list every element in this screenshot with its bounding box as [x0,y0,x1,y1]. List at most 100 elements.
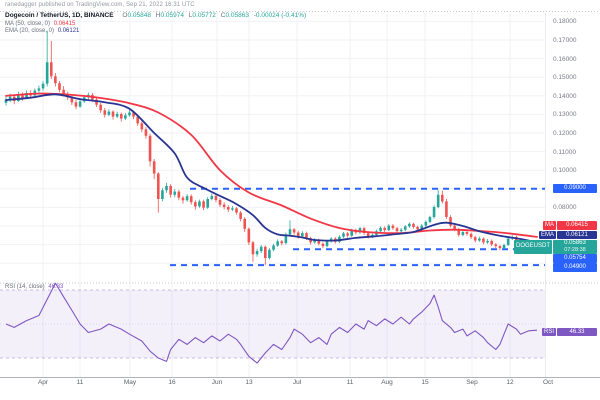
candle-body [346,233,349,236]
candle-body [436,194,440,208]
open-value: 0.05848 [127,12,151,19]
candle-body [482,238,485,243]
time-tick-label: 11 [346,379,354,386]
candle-body [78,101,82,107]
candle-body [41,83,45,89]
candle-body [313,240,316,243]
time-tick-label: Jun [211,379,223,386]
price-tick-label: 0.17000 [553,37,577,44]
ma-indicator-label: MA (50, close, 0) [5,20,51,27]
candle-body [70,97,74,103]
candle-body [119,114,123,119]
candle-body [198,201,201,207]
candle-body [206,199,209,208]
candle-body [506,238,510,245]
rsi-axis-badge: RSI 46.33 [541,327,597,336]
candle-body [445,201,448,217]
candle-body [165,186,168,191]
rsi-indicator-row: RSI (14, close) 46.33 [5,284,63,290]
candle-body [379,227,382,232]
ma-badge-label: MA [543,221,556,230]
resistance-level-badge: 0.09000 [553,184,597,193]
rsi-badge-label: RSI [541,327,556,336]
candle-body [103,110,107,115]
time-axis-scale[interactable]: Apr 11 May 16 Jun 13 Jul 11 Aug 15 Sep 12 Oct [0,379,600,393]
candle-body [62,89,65,94]
rsi-badge-value: 46.33 [557,327,597,336]
candle-body [416,226,419,230]
candle-body [317,240,321,244]
candle-body [284,234,288,244]
candle-body [243,218,247,229]
candle-body [21,94,24,98]
candle-body [486,240,489,243]
candle-body [288,229,292,235]
candle-body [4,99,8,103]
rsi-axis-scale[interactable]: 70.0060.0050.0030.0020.00 [546,0,600,400]
candle-body [453,225,456,230]
high-value: 0.05974 [160,12,184,19]
candle-body [325,241,329,247]
last-price-axis-badge: DOGEUSDT 0.05863 07:28:38 [513,240,597,254]
ma-indicator-row: MA (50, close, 0) 0.06415 [5,21,75,27]
ema-indicator-row: EMA (20, close, 0) 0.06121 [5,28,79,34]
candle-body [222,204,226,207]
candle-body [231,208,234,210]
price-tick-label: 0.12000 [553,130,577,137]
candle-body [264,246,267,258]
candle-body [473,237,477,241]
time-tick-label: 12 [506,379,514,386]
high-label: H [155,12,161,19]
ema-indicator-value: 0.06121 [57,28,80,34]
candle-body [498,246,502,249]
change-value: -0.00024 (-0.41%) [253,12,307,19]
candle-body [140,123,144,130]
ema-axis-badge: EMA 0.06121 [538,230,597,239]
candle-body [515,237,518,243]
symbol-badge-label: DOGEUSDT [513,240,552,254]
candles-layer [4,30,539,266]
candle-body [45,62,49,84]
price-axis-scale[interactable]: 0.18000 0.17000 0.16000 0.15000 0.14000 0.130… [546,12,600,378]
candle-body [255,251,259,255]
candle-body [239,212,242,219]
candle-body [148,135,152,162]
symbol-info-row: Dogecoin / TetherUS, 1D, BINANCE O0.0584… [5,12,306,19]
ma-badge-value: 0.06415 [557,221,597,230]
candle-body [251,242,255,255]
candle-body [412,223,415,227]
low-label: L [188,12,193,19]
candle-body [169,186,172,195]
candle-body [469,233,473,238]
price-tick-label: 0.14000 [553,93,577,100]
price-tick-label: 0.16000 [553,56,577,63]
candle-body [132,112,135,117]
support-level-badge-2: 0.04900 [553,263,597,272]
candle-body [321,243,325,247]
candle-body [387,225,391,231]
time-tick-label: 16 [168,379,176,386]
candle-body [358,228,362,233]
candle-body [17,94,20,101]
low-value: 0.05772 [192,12,216,19]
candle-body [74,102,78,107]
candle-body [424,221,428,226]
rsi-indicator-label: RSI (14, close) [5,284,45,290]
candle-body [428,217,432,222]
candle-body [457,229,461,235]
candle-body [202,201,205,208]
candle-body [49,62,53,77]
bar-close-countdown: 07:28:38 [564,247,586,253]
candle-body [161,190,164,199]
time-tick-label: Jul [292,379,302,386]
candle-body [247,228,251,243]
rsi-indicator-value: 46.33 [48,284,64,290]
price-tick-label: 0.10000 [553,167,577,174]
candle-body [218,200,222,205]
candle-body [259,246,263,252]
rsi-line [5,282,538,364]
candle-body [408,223,411,227]
close-label: C [220,12,226,19]
